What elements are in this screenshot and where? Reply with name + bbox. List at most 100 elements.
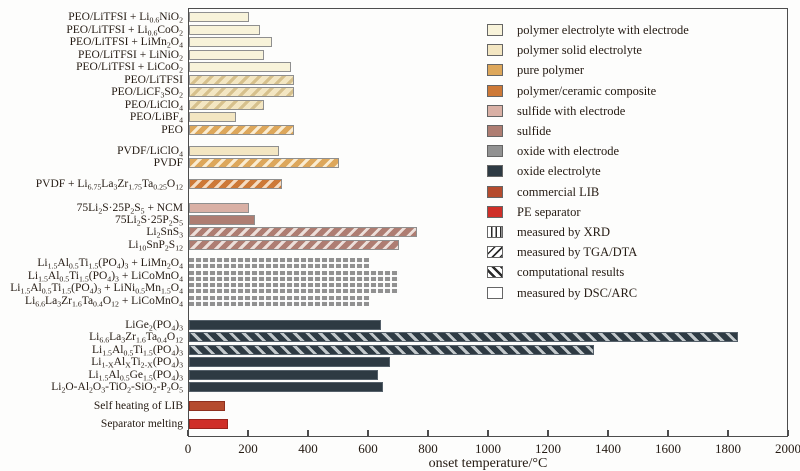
x-tick <box>367 430 369 436</box>
x-tick-label: 1600 <box>655 441 681 456</box>
bar <box>189 295 369 306</box>
bar <box>189 74 294 85</box>
bar <box>189 124 294 135</box>
legend-swatch <box>487 286 503 299</box>
bar <box>189 258 369 268</box>
x-tick-label: 1000 <box>475 441 501 456</box>
legend-item: sulfide with electrode <box>487 104 787 118</box>
x-tick-label: 600 <box>358 441 378 456</box>
bar <box>189 239 399 250</box>
bar <box>189 87 294 97</box>
legend-item-label: commercial LIB <box>517 184 600 199</box>
bar <box>189 332 738 342</box>
bar-label: 75Li2S·25P2S5 + NCM <box>76 201 183 215</box>
bar-label: Self heating of LIB <box>93 400 183 412</box>
legend-item-label: computational results <box>517 265 625 280</box>
bar-label: Separator melting <box>100 418 183 430</box>
x-tick <box>667 430 669 436</box>
bar <box>189 357 390 367</box>
x-tick <box>187 430 189 436</box>
legend-item: oxide with electrode <box>487 144 787 158</box>
legend-swatch <box>487 185 503 198</box>
bar-label: PEO/LiTFSI <box>124 73 183 86</box>
bar-label: PVDF + Li6.75La3Zr1.75Ta0.25O12 <box>35 177 183 191</box>
bar-label: Li2O-Al2O3-TiO2-SiO2-P2O5 <box>51 380 183 394</box>
bar <box>189 37 272 47</box>
bar <box>189 214 255 225</box>
x-tick-label: 0 <box>184 441 192 456</box>
x-tick-label: 2000 <box>775 441 800 456</box>
x-tick <box>307 430 309 436</box>
x-tick-label: 200 <box>238 441 258 456</box>
x-tick-label: 400 <box>298 441 318 456</box>
legend-swatch <box>487 266 503 279</box>
legend-swatch <box>487 104 503 117</box>
x-tick <box>607 430 609 436</box>
bar-label: Li6.6La3Zr1.6Ta0.4O12 + LiCoMnO4 <box>25 294 183 308</box>
bar-label: Li1.5Al0.5Ti1.5(PO4)3 + LiCoMnO4 <box>27 269 183 283</box>
legend-swatch <box>487 226 503 238</box>
bar-label: PVDF/LiClO4 <box>117 144 183 158</box>
bar <box>189 178 282 189</box>
bar <box>189 145 279 156</box>
bar <box>189 12 249 22</box>
legend-item-label: pure polymer <box>517 63 584 78</box>
x-tick <box>247 430 249 436</box>
legend-item-label: measured by TGA/DTA <box>517 245 638 260</box>
bar-label: Li10SnP2S12 <box>128 238 183 252</box>
bar-label: PEO/LiTFSI + LiNiO2 <box>78 48 183 62</box>
bar-label: LiGe2(PO4)3 <box>125 318 183 332</box>
legend-item-label: sulfide <box>517 124 552 138</box>
x-tick-label: 1200 <box>535 441 561 456</box>
legend-swatch <box>487 165 503 178</box>
bar <box>189 112 236 122</box>
legend-item-label: polymer electrolyte with electrode <box>517 23 689 37</box>
x-tick <box>427 430 429 436</box>
legend-item: measured by XRD <box>487 225 787 239</box>
legend-item-label: oxide with electrode <box>517 144 620 159</box>
bar-label: PEO <box>161 123 183 136</box>
x-tick-label: 800 <box>418 441 438 456</box>
bar <box>189 419 228 429</box>
legend-swatch <box>487 246 503 259</box>
bar-label: PEO/LiTFSI + LiCoO2 <box>76 61 183 75</box>
bar <box>189 283 399 293</box>
legend-swatch <box>487 145 503 158</box>
legend-item-label: polymer solid electrolyte <box>517 43 642 58</box>
bar <box>189 369 378 380</box>
legend-swatch <box>487 44 503 57</box>
legend-item: polymer electrolyte with electrode <box>487 23 787 37</box>
bar-label: PEO/LiTFSI + Li0.6CoO2 <box>66 23 183 37</box>
bar <box>189 49 264 60</box>
legend-item: sulfide <box>487 124 787 138</box>
x-tick-label: 1400 <box>595 441 621 456</box>
legend-item: PE separator <box>487 205 787 219</box>
legend-swatch <box>487 64 503 77</box>
legend-item-label: measured by XRD <box>517 225 611 239</box>
bar <box>189 319 381 330</box>
legend-item: commercial LIB <box>487 185 787 199</box>
bar-label: 75Li2S·25P2S5 <box>115 213 183 227</box>
legend-item: oxide electrolyte <box>487 164 787 178</box>
bar-label: PEO/LiBF4 <box>129 111 183 125</box>
x-tick <box>787 430 789 436</box>
legend-item-label: measured by DSC/ARC <box>517 285 638 300</box>
bar <box>189 24 260 35</box>
bar <box>189 202 249 213</box>
bar-label: Li6.6La3Zr1.6Ta0.4O12 <box>89 331 183 345</box>
bar <box>189 62 291 72</box>
legend-swatch <box>487 125 503 137</box>
bar-label: PEO/LiTFSI + Li0.6NiO2 <box>68 11 183 25</box>
bar-label: PEO/LiTFSI + LiMn2O4 <box>69 36 183 50</box>
bar-label: Li1.5Al0.5Ti1.5(PO4)3 <box>91 343 183 357</box>
legend-item: polymer solid electrolyte <box>487 43 787 57</box>
bar-label: Li1.5Al0.5Ti1.5(PO4)3 + LiNi0.5Mn1.5O4 <box>10 282 183 296</box>
bar <box>189 344 594 355</box>
legend-item: measured by TGA/DTA <box>487 245 787 259</box>
x-axis-title: onset temperature/°C <box>428 456 548 471</box>
legend-item-label: PE separator <box>517 204 581 219</box>
bar <box>189 227 417 237</box>
legend-item-label: sulfide with electrode <box>517 103 626 118</box>
legend-item: computational results <box>487 265 787 279</box>
